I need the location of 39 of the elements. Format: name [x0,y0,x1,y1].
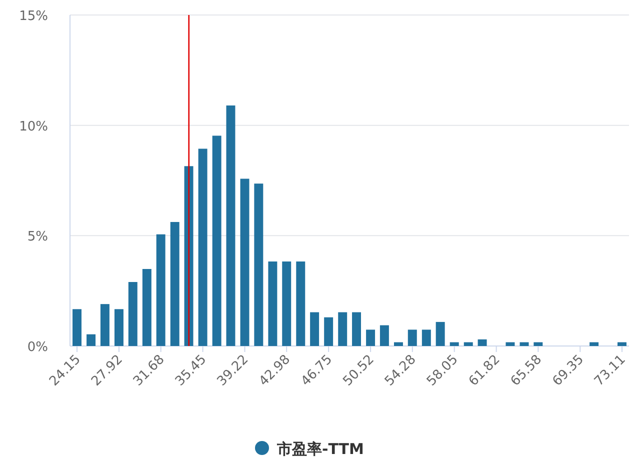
bar [282,261,292,346]
bar [100,304,110,346]
bar [436,322,445,346]
bar [170,222,180,346]
bar [212,136,222,346]
bar [450,342,459,346]
bar [478,339,487,346]
bar [254,184,264,346]
bar [142,268,152,346]
y-tick-label: 10% [19,119,48,134]
bar [408,330,417,346]
bar [590,342,599,346]
bar [422,330,431,346]
bar [268,261,278,346]
bar [352,312,361,346]
bar [464,342,473,346]
bar [380,325,389,346]
bar [520,342,529,346]
bar [366,330,376,346]
bar [156,234,166,346]
bar [324,317,334,346]
bar [198,148,208,346]
bar [534,342,543,346]
bar [310,312,320,346]
y-tick-label: 15% [19,9,48,24]
bar [128,282,138,346]
bar [226,105,236,346]
bar [506,342,515,346]
bar [240,178,250,346]
bar [618,342,626,346]
bar [72,309,82,346]
y-tick-label: 0% [27,340,48,355]
y-tick-label: 5% [27,230,48,245]
bar [394,342,403,346]
bar [86,334,96,346]
bar [338,312,348,346]
bar [114,309,124,346]
legend-label: 市盈率-TTM [276,440,364,458]
bar [296,261,306,346]
